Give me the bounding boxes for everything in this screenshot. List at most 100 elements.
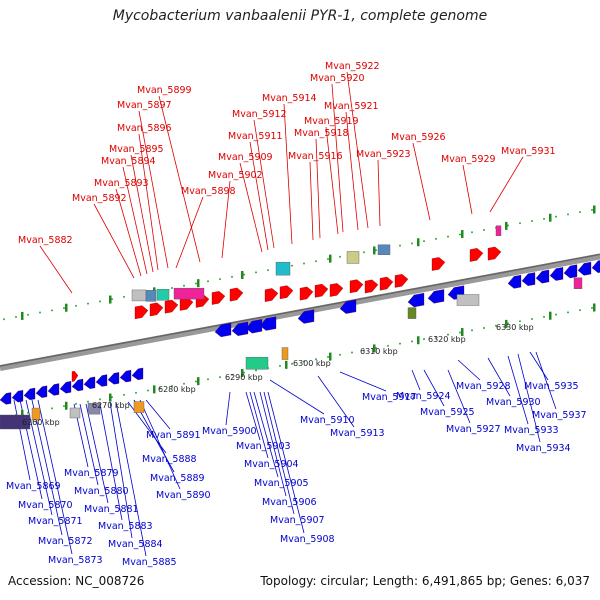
upper-guide-tick	[65, 303, 68, 312]
red-gene-label: Mvan_5931	[501, 146, 556, 157]
red-leader-line	[221, 180, 231, 259]
lower-guide-dot	[75, 402, 77, 405]
lower-guide-dot	[123, 393, 125, 396]
upper-guide-tick	[241, 270, 244, 279]
red-gene-label: Mvan_5916	[288, 151, 343, 162]
red-leader-line	[175, 196, 204, 269]
lower-guide-dot	[135, 391, 137, 394]
forward-gene-arrow	[229, 287, 244, 302]
blue-leader-line	[109, 401, 133, 539]
lower-guide-tick	[373, 344, 376, 353]
upper-guide-dot	[195, 282, 197, 285]
blue-leader-line	[253, 391, 279, 478]
blue-gene-label: Mvan_5873	[48, 555, 103, 566]
reverse-gene-arrow	[71, 378, 84, 392]
upper-guide-tick	[417, 238, 420, 247]
red-leader-line	[249, 141, 269, 251]
red-gene-label: Mvan_5897	[117, 100, 172, 111]
blue-leader-line	[139, 399, 181, 490]
red-gene-label: Mvan_5922	[325, 61, 380, 72]
upper-guide-dot	[75, 304, 77, 307]
red-gene-label: Mvan_5902	[208, 170, 263, 181]
red-gene-label: Mvan_5921	[324, 101, 379, 112]
blue-leader-line	[317, 375, 355, 428]
lower-guide-tick	[65, 401, 68, 410]
backbone-edge	[0, 253, 600, 367]
red-gene-label: Mvan_5896	[117, 123, 172, 134]
reverse-gene-arrow	[231, 321, 249, 336]
red-leader-line	[331, 83, 344, 233]
blue-gene-label: Mvan_5913	[330, 428, 385, 439]
reverse-gene-arrow	[563, 264, 578, 279]
red-leader-line	[39, 245, 73, 294]
red-leader-line	[253, 119, 275, 249]
blue-leader-line	[249, 391, 269, 459]
feature-box	[495, 225, 502, 236]
reverse-gene-arrow	[119, 369, 132, 383]
lower-guide-dot	[315, 358, 317, 361]
lower-guide-dot	[591, 306, 593, 309]
reverse-gene-arrow	[214, 322, 232, 338]
upper-guide-dot	[3, 318, 5, 321]
lower-guide-tick	[241, 368, 244, 377]
upper-guide-dot	[267, 269, 269, 272]
red-gene-label: Mvan_5912	[232, 109, 287, 120]
upper-guide-tick	[505, 221, 508, 230]
red-gene-label: Mvan_5895	[109, 144, 164, 155]
reverse-gene-arrow	[0, 392, 12, 405]
blue-leader-line	[529, 351, 549, 381]
upper-guide-tick	[373, 246, 376, 255]
lower-guide-dot	[483, 326, 485, 329]
red-leader-line	[138, 133, 159, 271]
reverse-gene-arrow	[107, 372, 120, 385]
scale-label: 6280 kbp	[158, 385, 196, 394]
blue-gene-label: Mvan_5924	[396, 391, 451, 402]
blue-leader-line	[31, 399, 63, 536]
blue-gene-label: Mvan_5885	[122, 557, 177, 568]
blue-leader-line	[25, 399, 53, 516]
forward-gene-arrow	[329, 283, 344, 297]
upper-guide-dot	[399, 244, 401, 247]
lower-guide-dot	[447, 333, 449, 336]
blue-leader-line	[259, 391, 287, 497]
blue-gene-label: Mvan_5935	[524, 381, 579, 392]
blue-leader-line	[145, 399, 171, 430]
upper-guide-dot	[51, 309, 53, 312]
lower-guide-dot	[183, 382, 185, 385]
lower-guide-dot	[459, 331, 461, 334]
blue-gene-label: Mvan_5869	[6, 481, 61, 492]
lower-guide-dot	[399, 342, 401, 345]
red-leader-line	[283, 103, 293, 245]
blue-leader-line	[517, 353, 541, 443]
blue-leader-line	[535, 351, 557, 410]
red-leader-line	[138, 110, 169, 269]
red-leader-line	[309, 161, 314, 241]
blue-leader-line	[245, 391, 261, 441]
forward-gene-arrow	[379, 276, 394, 291]
upper-guide-dot	[123, 295, 125, 298]
upper-guide-dot	[63, 307, 65, 310]
red-leader-line	[412, 142, 431, 221]
upper-guide-tick	[21, 311, 24, 320]
lower-guide-tick	[153, 385, 156, 394]
lower-guide-dot	[219, 376, 221, 379]
forward-gene-arrow	[364, 279, 379, 294]
feature-box	[573, 277, 583, 289]
topology-label: Topology: circular; Length: 6,491,865 bp…	[260, 574, 590, 588]
lower-guide-tick	[109, 393, 112, 402]
accession-label: Accession: NC_008726	[8, 574, 145, 588]
gene-labels: Mvan_5882Mvan_5892Mvan_5893Mvan_5894Mvan…	[6, 61, 587, 568]
upper-guide-dot	[171, 287, 173, 290]
lower-guide-tick	[285, 360, 288, 369]
lower-guide-dot	[51, 407, 53, 410]
blue-gene-label: Mvan_5903	[236, 441, 291, 452]
blue-gene-label: Mvan_5905	[254, 478, 309, 489]
red-gene-label: Mvan_5894	[101, 156, 156, 167]
blue-gene-label: Mvan_5880	[74, 486, 129, 497]
upper-guide-dot	[339, 255, 341, 258]
reverse-gene-arrow	[245, 319, 263, 334]
backbone-line	[0, 253, 600, 371]
red-gene-label: Mvan_5898	[181, 186, 236, 197]
blue-gene-label: Mvan_5888	[142, 454, 197, 465]
blue-gene-label: Mvan_5891	[146, 430, 201, 441]
